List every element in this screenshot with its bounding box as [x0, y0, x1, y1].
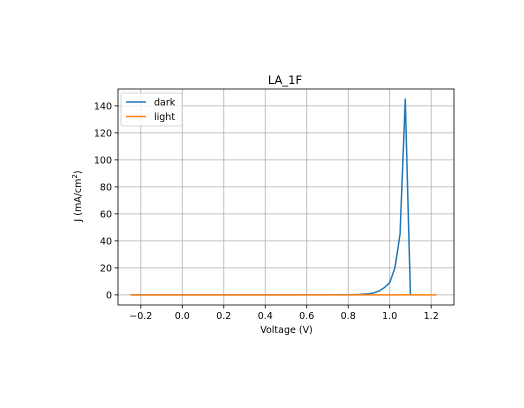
- y-axis-label-main: J (mA/cm: [73, 179, 84, 223]
- legend-label-light: light: [154, 112, 175, 123]
- y-axis-label-sup: 2: [71, 174, 79, 178]
- legend-label-dark: dark: [154, 98, 176, 109]
- y-tick-label: 80: [100, 182, 112, 193]
- series-lines: [130, 98, 437, 296]
- x-axis-ticks: −0.2 0.0 0.2 0.4 0.6 0.8 1.0 1.2: [129, 305, 439, 322]
- grid-lines: [118, 89, 454, 305]
- y-tick-label: 60: [100, 209, 112, 220]
- x-tick-label: 0.8: [341, 311, 356, 322]
- x-tick-label: 0.0: [175, 311, 190, 322]
- x-axis-label: Voltage (V): [260, 325, 313, 336]
- y-axis-ticks: 0 20 40 60 80 100 120 140: [94, 101, 118, 301]
- y-tick-label: 140: [94, 101, 112, 112]
- plot-frame: [117, 88, 455, 306]
- y-axis-label-close: ): [73, 170, 84, 174]
- y-tick-label: 0: [106, 290, 112, 301]
- x-tick-label: 1.0: [382, 311, 397, 322]
- legend: dark light: [120, 92, 183, 127]
- y-tick-label: 100: [94, 155, 112, 166]
- x-tick-label: 1.2: [424, 311, 439, 322]
- x-tick-label: 0.6: [299, 311, 314, 322]
- x-tick-label: 0.2: [216, 311, 231, 322]
- chart-title: LA_1F: [268, 73, 302, 87]
- y-tick-label: 120: [94, 128, 112, 139]
- series-line-dark: [130, 98, 412, 296]
- y-tick-label: 40: [100, 236, 112, 247]
- x-tick-label: −0.2: [129, 311, 152, 322]
- y-tick-label: 20: [100, 263, 112, 274]
- x-tick-label: 0.4: [258, 311, 273, 322]
- y-axis-label: J (mA/cm2): [71, 170, 84, 222]
